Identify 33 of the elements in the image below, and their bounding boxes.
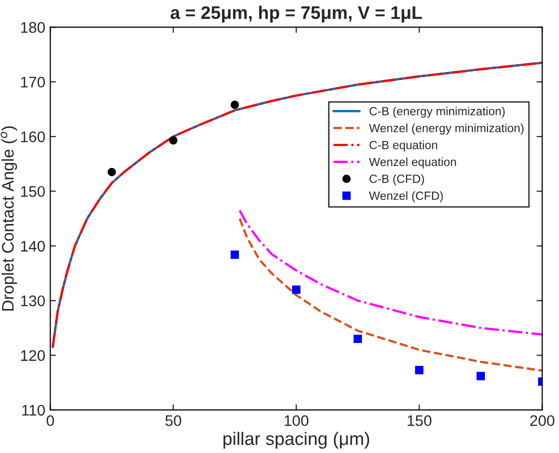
x-tick-label: 100	[284, 415, 308, 426]
x-tick-label: 0	[46, 415, 54, 426]
chart-title: a = 25μm, hp = 75μm, V = 1μL	[170, 6, 422, 23]
y-tick-label: 180	[21, 22, 45, 33]
legend-label: Wenzel (CFD)	[369, 191, 443, 202]
point	[415, 366, 424, 374]
x-tick-label: 50	[165, 415, 182, 426]
x-tick-label: 150	[408, 415, 432, 426]
point	[108, 168, 116, 176]
point	[230, 250, 239, 259]
legend-label: C-B (energy minimization)	[370, 106, 505, 118]
line-series	[238, 209, 542, 336]
y-tick-label: 160	[21, 131, 45, 142]
y-tick-label: 170	[21, 76, 45, 88]
x-axis-title: pillar spacing (μm)	[224, 432, 370, 449]
point	[354, 334, 362, 344]
legend-label: C-B (CFD)	[370, 174, 424, 186]
point	[230, 100, 239, 109]
line-series	[52, 62, 542, 348]
y-tick-label: 130	[21, 295, 45, 306]
line-series	[238, 217, 542, 372]
point	[476, 372, 485, 380]
legend-label: Wenzel (energy minimization)	[369, 124, 524, 135]
y-tick-label: 140	[21, 240, 45, 252]
legend-label: C-B equation	[370, 140, 438, 152]
x-tick-label: 200	[530, 415, 554, 426]
point	[292, 285, 300, 294]
y-tick-label: 120	[21, 350, 45, 361]
point	[169, 136, 178, 145]
y-tick-label: 150	[21, 186, 45, 197]
y-tick-label: 110	[22, 404, 45, 416]
y-axis-title: Droplet Contact Angle ($^{o}$)	[0, 126, 18, 311]
legend-label: Wenzel equation	[369, 157, 456, 168]
